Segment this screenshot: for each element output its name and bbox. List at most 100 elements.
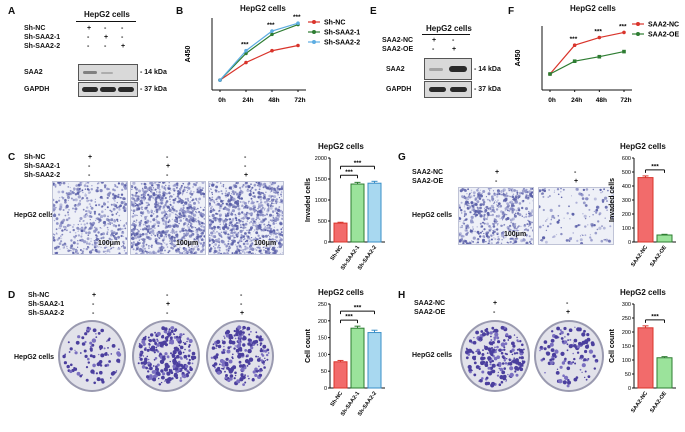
cell-dot	[511, 217, 515, 221]
cell-dot	[93, 229, 97, 233]
cell-dot	[543, 189, 546, 193]
cell-dot	[547, 196, 550, 198]
cell-dot	[213, 209, 216, 212]
sign: -	[166, 154, 169, 161]
cell-dot	[281, 217, 283, 220]
cell-dot	[475, 242, 478, 244]
legend-label: Sh-SAA2-1	[324, 30, 360, 37]
cell-dot	[255, 209, 258, 212]
sign: +	[244, 172, 249, 179]
cell-dot	[156, 191, 158, 193]
cell-dot	[116, 206, 118, 209]
cell-dot	[276, 212, 278, 215]
cell-dot	[53, 203, 54, 205]
data-point	[270, 48, 274, 53]
cell-dot	[274, 219, 278, 222]
cell-dot	[89, 219, 91, 221]
colony-dot	[107, 347, 109, 349]
colony-dot	[83, 349, 87, 353]
colony-dot	[76, 371, 81, 376]
cell-dot	[527, 196, 530, 199]
colony-dot	[254, 373, 258, 377]
cell-dot	[267, 234, 269, 236]
cell-dot	[86, 199, 89, 203]
cell-dot	[66, 229, 68, 232]
cell-dot	[54, 248, 56, 250]
colony-dot	[498, 383, 502, 386]
colony-dot	[221, 362, 226, 367]
colony-dot	[170, 369, 172, 371]
cell-dot	[567, 239, 570, 241]
cell-dot	[222, 221, 225, 224]
cell-dot	[209, 247, 213, 250]
cell-dot	[579, 235, 581, 237]
cell-dot	[100, 214, 104, 219]
cell-dot	[242, 216, 245, 220]
legend-marker	[636, 22, 640, 26]
colony-dot	[167, 365, 170, 367]
cell-dot	[466, 224, 469, 228]
cell-dot	[277, 209, 280, 212]
cell-dot	[234, 223, 236, 225]
cell-dot	[459, 217, 462, 220]
cell-dot	[135, 199, 139, 202]
cell-dot	[153, 202, 157, 206]
cell-dot	[225, 222, 227, 224]
colony-dot	[554, 356, 557, 359]
cell-dot	[209, 250, 211, 253]
cell-dot	[141, 246, 145, 249]
cell-dot	[516, 189, 518, 192]
scale-bar-label: 100μm	[176, 240, 199, 247]
cell-dot	[479, 189, 481, 191]
cell-dot	[541, 192, 544, 195]
cell-dot	[225, 202, 228, 206]
cell-dot	[168, 182, 170, 184]
cell-dot	[166, 243, 168, 245]
cell-dot	[243, 239, 245, 241]
microscopy-background	[539, 188, 613, 244]
cell-dot	[91, 185, 93, 187]
colony-dot	[551, 330, 554, 333]
cell-dot	[269, 252, 271, 254]
cell-dot	[85, 231, 88, 235]
cell-dot	[611, 215, 613, 219]
cell-dot	[265, 200, 269, 203]
cell-dot	[551, 214, 555, 218]
cell-dot	[211, 235, 213, 237]
series-line-0	[219, 44, 299, 81]
colony-dot	[515, 373, 519, 377]
colony-dot	[162, 372, 166, 376]
colony-dot	[152, 365, 155, 367]
cell-dot	[459, 189, 463, 193]
cell-dot	[258, 218, 261, 220]
cell-dot	[280, 195, 283, 197]
colony-dot	[480, 330, 484, 333]
cell-dot	[215, 198, 218, 201]
colony-dot	[183, 342, 187, 345]
cell-dot	[83, 223, 86, 226]
cell-dot	[132, 182, 136, 185]
colony-dot	[567, 380, 571, 385]
cell-dot	[227, 233, 230, 236]
cell-dot	[145, 206, 148, 209]
cell-dot	[176, 200, 179, 203]
cell-dot	[178, 250, 180, 253]
cell-dot	[75, 184, 78, 187]
colony-dot	[87, 357, 90, 361]
colony-dot	[188, 345, 191, 348]
cell-dot	[470, 201, 474, 205]
cell-dot	[181, 236, 184, 239]
cell-dot	[230, 211, 232, 213]
y-tick-label: 1000	[315, 198, 327, 204]
cell-dot	[507, 188, 511, 190]
cell-dot	[460, 234, 464, 238]
series-line-2	[219, 22, 299, 81]
cell-dot	[118, 208, 121, 211]
sign: -	[240, 292, 243, 299]
cell-dot	[581, 197, 585, 200]
cell-dot	[76, 187, 80, 191]
cell-dot	[505, 192, 508, 195]
cell-dot	[74, 238, 76, 240]
cell-dot	[209, 204, 212, 206]
colony-dot	[165, 327, 168, 330]
